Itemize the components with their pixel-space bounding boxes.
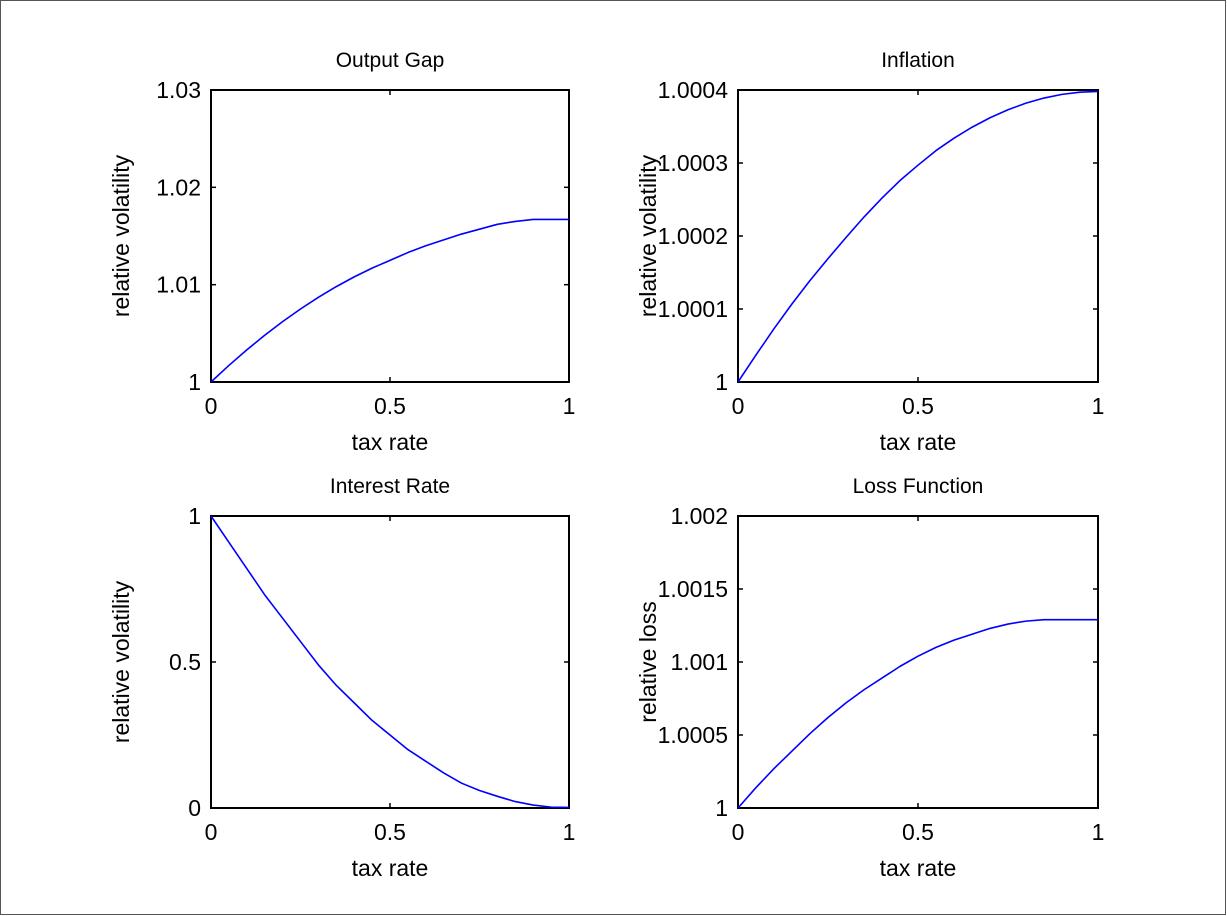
x-axis-label: tax rate <box>880 855 957 881</box>
y-tick-label: 1.01 <box>156 272 201 298</box>
chart-panel-3: Interest Rate 0 0.5 1 0 0.5 1 tax rate relative … <box>108 475 575 881</box>
y-tick-label: 1.02 <box>156 174 201 200</box>
axes-box <box>210 89 570 383</box>
x-axis-label: tax rate <box>352 855 429 881</box>
y-tick-label: 1.0002 <box>658 223 728 249</box>
axes-box <box>737 89 1099 383</box>
y-tick-label: 0.5 <box>169 649 201 675</box>
y-tick-label: 1.0001 <box>658 296 728 322</box>
y-tick-label: 1.0004 <box>658 77 729 103</box>
chart-title: Interest Rate <box>330 475 450 498</box>
x-tick-label: 0 <box>205 819 218 845</box>
chart-title: Loss Function <box>853 475 984 498</box>
series-line-1 <box>737 618 1098 809</box>
y-tick-label: 1.001 <box>670 649 728 675</box>
y-tick-label: 1.0015 <box>658 576 728 602</box>
y-axis-label: relative volatility <box>635 154 661 317</box>
series-line-1 <box>210 218 569 383</box>
series-line-1 <box>737 90 1099 383</box>
chart-panel-4: Loss Function 0 0.5 1 1 1.0005 1.001 1.0015 1.00… <box>635 475 1104 881</box>
x-axis-label: tax rate <box>352 429 429 455</box>
chart-panel-1: Output Gap 0 0.5 1 1 1.01 1.02 1.03 tax rate rela… <box>108 49 575 455</box>
x-tick-label: 0.5 <box>374 819 406 845</box>
series-line-1 <box>210 515 570 809</box>
y-axis-label: relative volatility <box>108 580 134 743</box>
chart-title: Output Gap <box>336 49 445 72</box>
x-tick-label: 1 <box>563 819 576 845</box>
x-tick-label: 0.5 <box>902 393 934 419</box>
chart-title: Inflation <box>881 49 955 72</box>
x-axis-label: tax rate <box>880 429 957 455</box>
x-tick-label: 0 <box>732 819 745 845</box>
y-tick-label: 0 <box>188 795 201 821</box>
axes-box <box>210 515 570 809</box>
y-axis-label: relative volatility <box>108 154 134 317</box>
y-tick-label: 1 <box>188 503 201 529</box>
x-tick-label: 0.5 <box>374 393 406 419</box>
x-tick-label: 1 <box>563 393 576 419</box>
y-tick-label: 1.0003 <box>658 150 728 176</box>
chart-panel-2: Inflation 0 0.5 1 1 1.0001 1.0002 1.0003 1.0004 t… <box>635 49 1104 455</box>
x-tick-label: 0 <box>205 393 218 419</box>
x-tick-label: 0 <box>732 393 745 419</box>
x-tick-label: 1 <box>1092 819 1105 845</box>
y-tick-label: 1 <box>715 795 728 821</box>
y-tick-label: 1 <box>715 369 728 395</box>
y-axis-label: relative loss <box>635 601 661 722</box>
y-tick-label: 1.03 <box>156 77 201 103</box>
x-tick-label: 0.5 <box>902 819 934 845</box>
y-tick-label: 1 <box>188 369 201 395</box>
y-tick-label: 1.002 <box>670 503 728 529</box>
x-tick-label: 1 <box>1092 393 1105 419</box>
axes-box <box>737 515 1099 809</box>
y-tick-label: 1.0005 <box>658 722 728 748</box>
